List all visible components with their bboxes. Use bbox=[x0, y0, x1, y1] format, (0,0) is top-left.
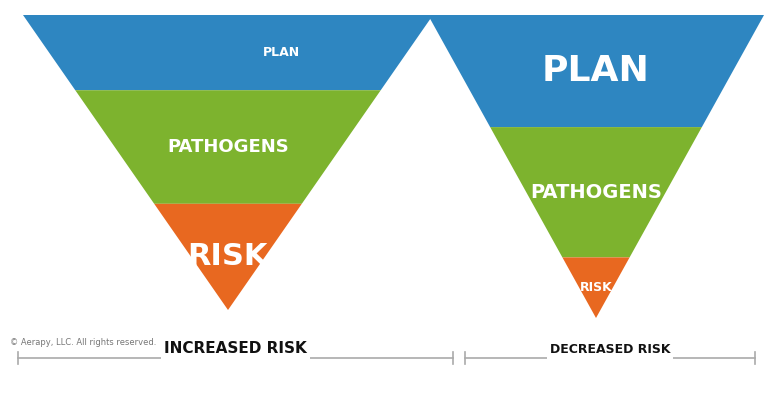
Text: RISK: RISK bbox=[188, 242, 268, 271]
Polygon shape bbox=[154, 204, 301, 310]
Text: PLAN: PLAN bbox=[263, 46, 300, 59]
Polygon shape bbox=[23, 15, 433, 90]
Text: PLAN: PLAN bbox=[542, 54, 650, 88]
Text: PATHOGENS: PATHOGENS bbox=[530, 183, 662, 202]
Text: DECREASED RISK: DECREASED RISK bbox=[550, 343, 670, 356]
Text: RISK: RISK bbox=[580, 281, 612, 294]
Polygon shape bbox=[490, 127, 702, 257]
Polygon shape bbox=[563, 257, 629, 318]
Text: © Aerapy, LLC. All rights reserved.: © Aerapy, LLC. All rights reserved. bbox=[10, 338, 156, 347]
Polygon shape bbox=[75, 90, 381, 204]
Polygon shape bbox=[428, 15, 764, 127]
Text: PATHOGENS: PATHOGENS bbox=[167, 138, 289, 156]
Text: INCREASED RISK: INCREASED RISK bbox=[164, 341, 307, 356]
